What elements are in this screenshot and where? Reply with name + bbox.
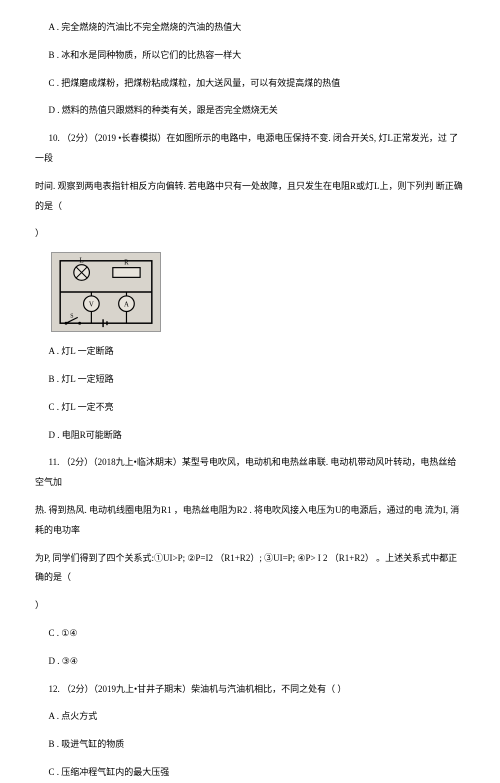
q10-option-c: C . 灯L 一定不亮 [35,398,465,418]
q11-line2: 热. 得到热风. 电动机线圈电阻为R1 ，电热丝电阻为R2 . 将电吹风接入电压… [35,501,465,541]
q10-line3: ） [35,224,465,244]
q12-option-b: B . 吸进气缸的物质 [35,735,465,755]
q10-option-b: B . 灯L 一定短路 [35,370,465,390]
circuit-svg: L R V A S [52,253,160,331]
q12-option-c: C . 压缩冲程气缸内的最大压强 [35,763,465,783]
q11-line3: 为P, 同学们得到了四个关系式:①UI>P; ②P=I2 （R1+R2）; ③U… [35,549,465,589]
svg-text:V: V [89,302,94,309]
q10-line1: 10. （2分）（2019 •长春模拟）在如图所示的电路中，电源电压保持不变. … [35,129,465,169]
q9-option-d: D . 燃料的热值只跟燃料的种类有关，跟是否完全燃烧无关 [35,101,465,121]
svg-text:L: L [80,258,84,265]
q10-option-d: D . 电阻R可能断路 [35,426,465,446]
q11-line4: ） [35,596,465,616]
q11-option-c: C . ①④ [35,624,465,644]
q10-option-a: A . 灯L 一定断路 [35,342,465,362]
svg-text:S: S [70,314,73,320]
q9-option-c: C . 把煤磨成煤粉，把煤粉粘成煤粒，加大送风量，可以有效提高煤的热值 [35,74,465,94]
svg-text:A: A [124,302,129,309]
q11-option-d: D . ③④ [35,652,465,672]
q10-line2: 时间. 观察到两电表指针相反方向偏转. 若电路中只有一处故障，且只发生在电阻R或… [35,177,465,217]
svg-text:R: R [124,260,129,267]
q9-option-b: B . 冰和水是同种物质，所以它们的比热容一样大 [35,46,465,66]
q12-option-a: A . 点火方式 [35,707,465,727]
q9-option-a: A . 完全燃烧的汽油比不完全燃烧的汽油的热值大 [35,18,465,38]
circuit-diagram: L R V A S [51,252,161,332]
q11-line1: 11. （2分）（2018九上•临沐期末）某型号电吹风，电动机和电热丝串联. 电… [35,453,465,493]
q12-line1: 12. （2分）（2019九上•甘井子期末）柴油机与汽油机相比，不同之处有（ ） [35,680,465,700]
